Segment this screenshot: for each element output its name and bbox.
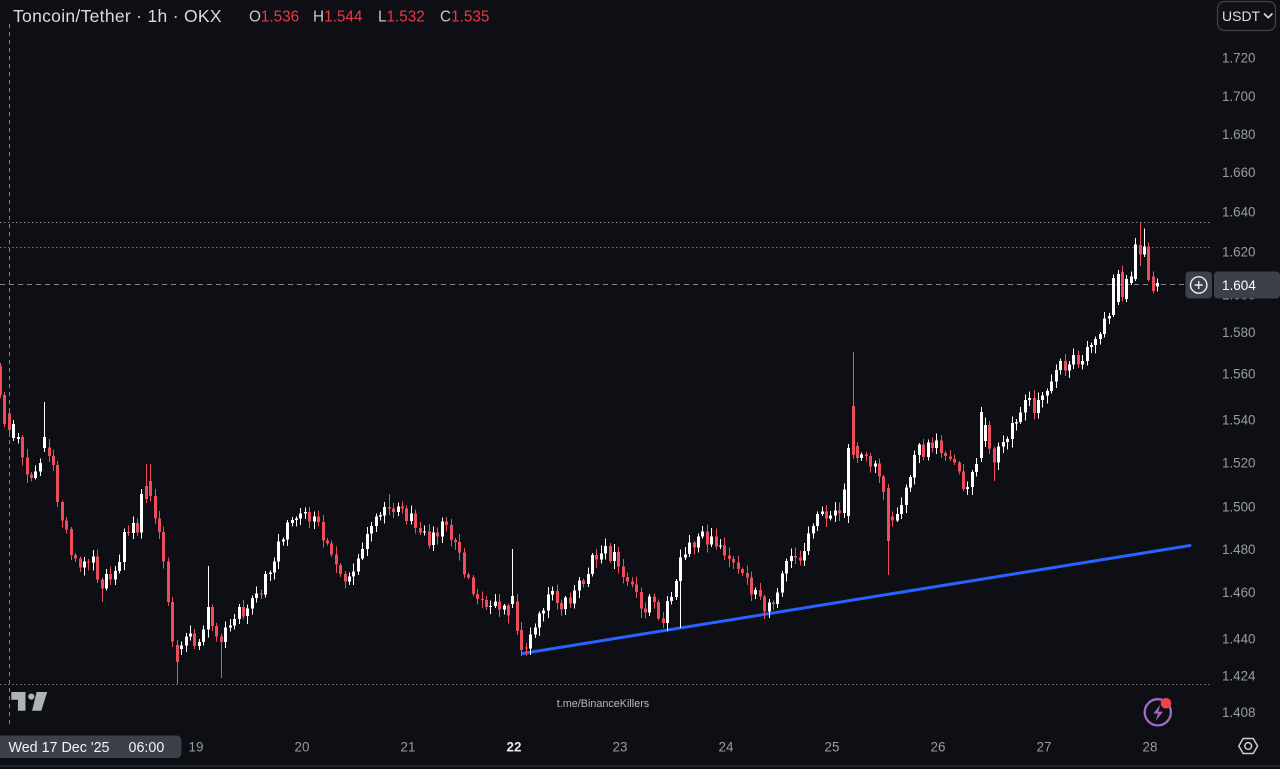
svg-text:19: 19	[189, 740, 204, 755]
svg-text:24: 24	[719, 740, 734, 755]
svg-text:1.424: 1.424	[1222, 669, 1256, 684]
svg-text:1.680: 1.680	[1222, 127, 1256, 142]
svg-text:Toncoin/Tether · 1h · OKX: Toncoin/Tether · 1h · OKX	[13, 6, 222, 26]
svg-text:26: 26	[931, 740, 946, 755]
svg-text:C1.535: C1.535	[440, 9, 489, 26]
svg-text:21: 21	[401, 740, 416, 755]
svg-text:1.440: 1.440	[1222, 632, 1256, 647]
svg-text:1.700: 1.700	[1222, 89, 1256, 104]
svg-text:H1.544: H1.544	[313, 9, 363, 26]
svg-text:1.480: 1.480	[1222, 542, 1256, 557]
svg-text:1.660: 1.660	[1222, 165, 1256, 180]
svg-text:O1.536: O1.536	[249, 9, 299, 26]
svg-text:1.604: 1.604	[1222, 278, 1256, 293]
svg-text:06:00: 06:00	[129, 740, 165, 756]
svg-text:1.540: 1.540	[1222, 413, 1256, 428]
svg-text:1.408: 1.408	[1222, 705, 1256, 720]
svg-text:t.me/BinanceKillers: t.me/BinanceKillers	[557, 698, 650, 710]
svg-text:USDT: USDT	[1222, 8, 1261, 24]
svg-text:1.520: 1.520	[1222, 456, 1256, 471]
svg-text:L1.532: L1.532	[378, 9, 425, 26]
svg-text:1.580: 1.580	[1222, 325, 1256, 340]
svg-text:Wed 17 Dec '25: Wed 17 Dec '25	[9, 740, 110, 756]
svg-text:1.500: 1.500	[1222, 500, 1256, 515]
svg-text:25: 25	[825, 740, 840, 755]
svg-text:1.460: 1.460	[1222, 585, 1256, 600]
svg-text:20: 20	[295, 740, 310, 755]
svg-text:1.560: 1.560	[1222, 367, 1256, 382]
svg-text:1.620: 1.620	[1222, 245, 1256, 260]
svg-text:27: 27	[1037, 740, 1052, 755]
svg-text:23: 23	[613, 740, 628, 755]
svg-text:1.640: 1.640	[1222, 205, 1256, 220]
svg-text:22: 22	[507, 740, 522, 755]
svg-text:28: 28	[1143, 740, 1158, 755]
svg-text:1.720: 1.720	[1222, 51, 1256, 66]
